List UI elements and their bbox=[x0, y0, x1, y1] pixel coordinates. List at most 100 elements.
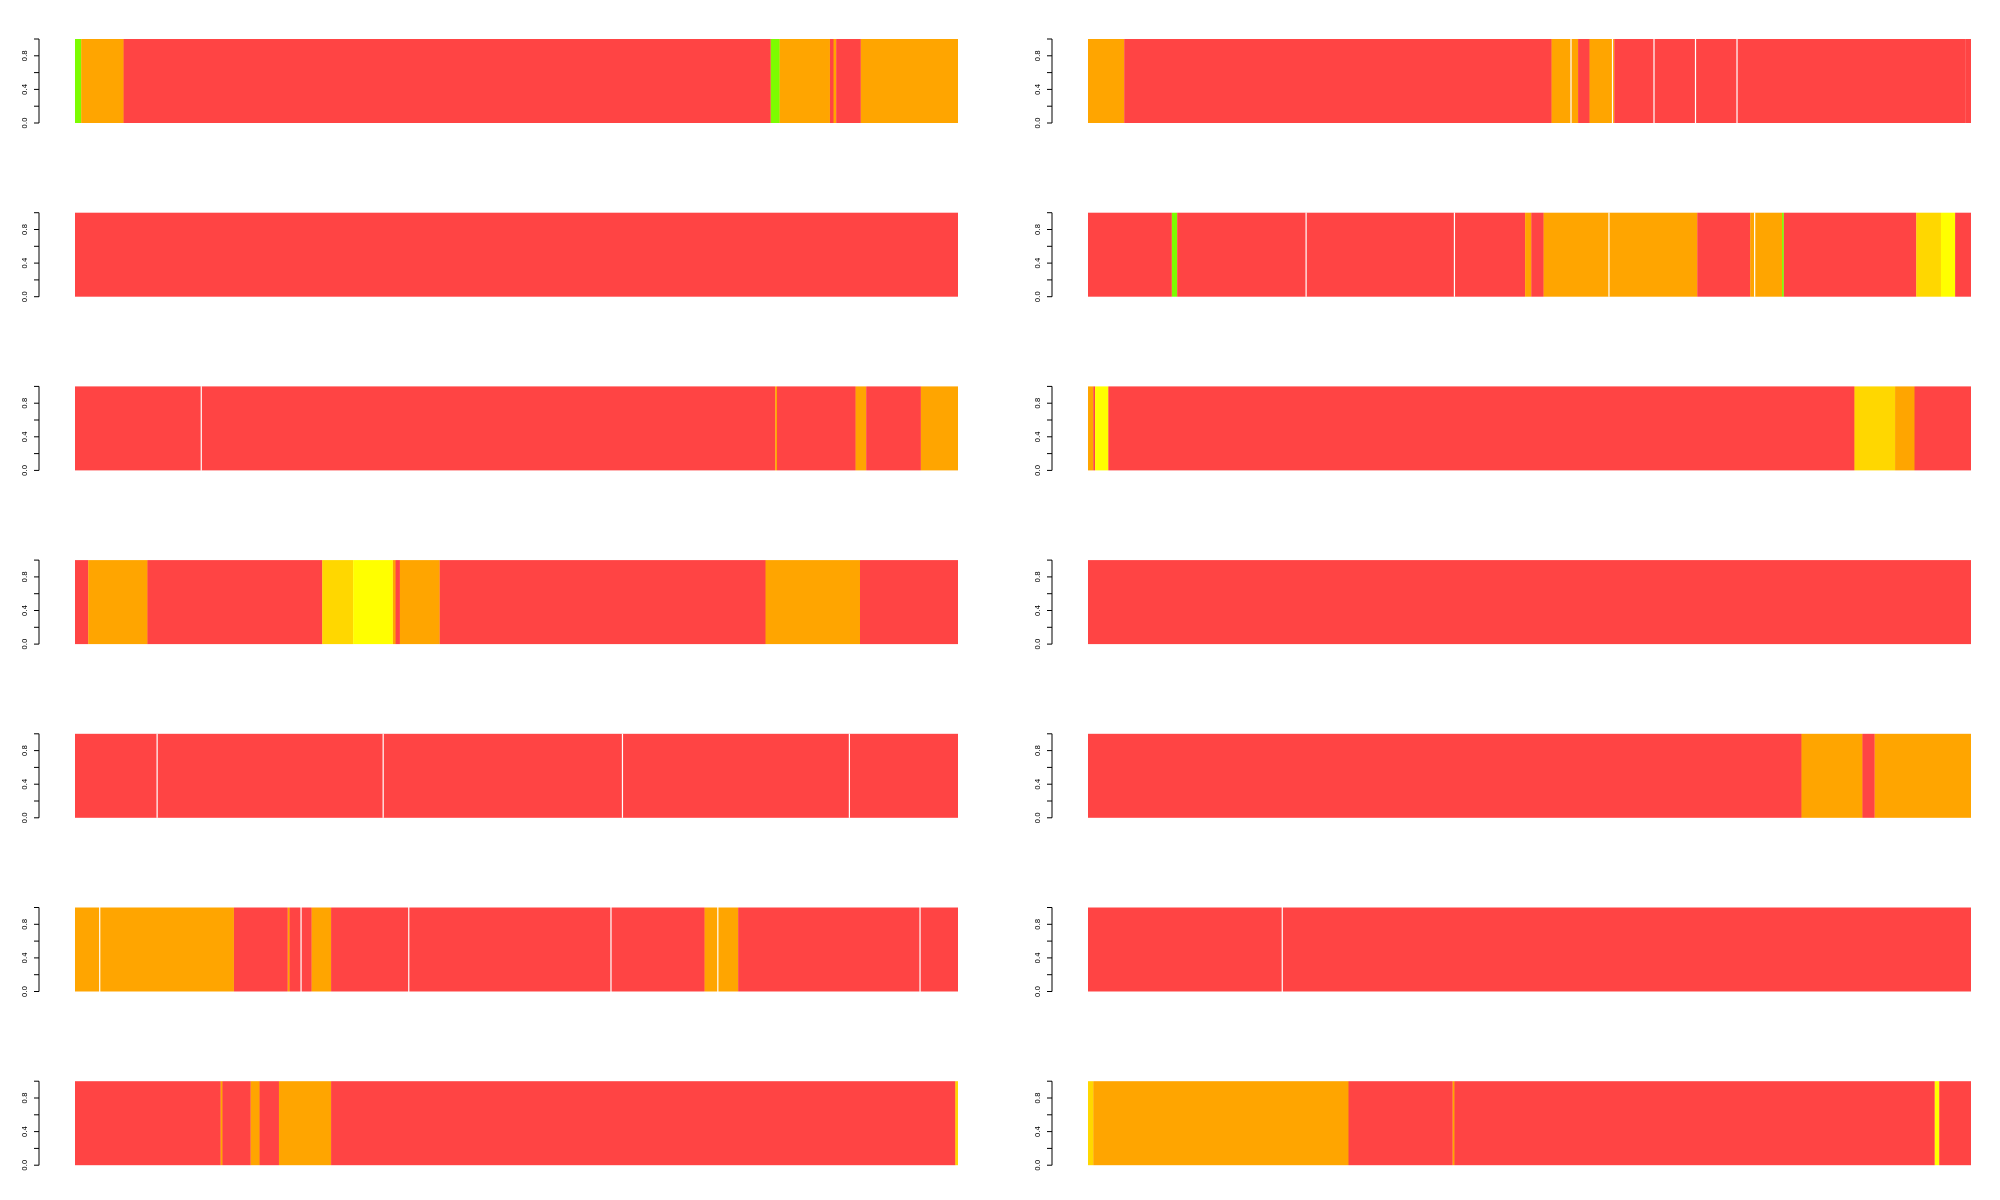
segment-1 bbox=[81, 39, 124, 123]
y-axis: 0.0 0.4 0.8 bbox=[1034, 907, 1053, 997]
segment-5 bbox=[392, 560, 396, 645]
segment-1 bbox=[1093, 1081, 1349, 1166]
segment-1 bbox=[1801, 733, 1863, 818]
segment-1 bbox=[1093, 386, 1096, 471]
segment-3 bbox=[289, 907, 302, 992]
y-tick-label: 0.0 bbox=[1034, 291, 1042, 302]
segments bbox=[75, 560, 958, 645]
y-tick-label: 0.0 bbox=[1034, 639, 1042, 650]
y-tick-label: 0.4 bbox=[1034, 431, 1042, 443]
segment-2 bbox=[1177, 212, 1526, 297]
segment-7 bbox=[1750, 212, 1783, 297]
segments bbox=[1088, 1081, 1971, 1166]
segment-2 bbox=[147, 560, 323, 645]
segment-2 bbox=[123, 39, 771, 123]
segment-3 bbox=[855, 386, 867, 471]
segment-6 bbox=[833, 39, 837, 123]
segment-5 bbox=[278, 1081, 332, 1166]
y-tick-label: 0.8 bbox=[21, 745, 29, 756]
y-tick-label: 0.4 bbox=[21, 604, 29, 616]
segment-5 bbox=[920, 386, 958, 471]
segment-6 bbox=[331, 1081, 956, 1166]
y-axis: 0.0 0.4 0.8 bbox=[1034, 733, 1053, 823]
y-tick-label: 0.8 bbox=[1034, 1092, 1042, 1103]
segment-9 bbox=[1783, 212, 1917, 297]
panel-row-3-left: 0.0 0.4 0.8 bbox=[21, 385, 958, 476]
y-tick-label: 0.0 bbox=[21, 291, 29, 302]
segment-10 bbox=[859, 560, 958, 645]
segment-0 bbox=[75, 907, 234, 992]
segment-2 bbox=[1095, 386, 1109, 471]
y-tick-label: 0.4 bbox=[1034, 83, 1042, 95]
segment-7 bbox=[836, 39, 861, 123]
segments bbox=[75, 386, 958, 471]
y-axis: 0.0 0.4 0.8 bbox=[1034, 38, 1053, 129]
y-tick-label: 0.4 bbox=[21, 1125, 29, 1137]
segment-7 bbox=[704, 907, 739, 992]
segment-0 bbox=[75, 39, 82, 123]
panel-row-7-left: 0.0 0.4 0.8 bbox=[21, 1080, 958, 1171]
segments bbox=[1088, 39, 1971, 123]
segment-8 bbox=[1782, 212, 1784, 297]
segments bbox=[1088, 733, 1971, 818]
y-axis: 0.0 0.4 0.8 bbox=[21, 212, 40, 302]
y-tick-label: 0.0 bbox=[21, 986, 29, 997]
y-axis: 0.0 0.4 0.8 bbox=[21, 1080, 40, 1171]
panel-row-1-right: 0.0 0.4 0.8 bbox=[1034, 38, 1971, 129]
segment-3 bbox=[1578, 39, 1590, 123]
y-axis: 0.0 0.4 0.8 bbox=[21, 38, 40, 129]
segment-6 bbox=[1939, 1081, 1971, 1166]
segment-9 bbox=[765, 560, 860, 645]
segment-0 bbox=[75, 560, 89, 645]
segments bbox=[75, 733, 958, 818]
y-tick-label: 0.4 bbox=[21, 431, 29, 443]
segment-8 bbox=[860, 39, 958, 123]
y-tick-label: 0.8 bbox=[21, 398, 29, 409]
panel-row-7-right: 0.0 0.4 0.8 bbox=[1034, 1080, 1971, 1171]
y-tick-label: 0.8 bbox=[21, 571, 29, 582]
y-tick-label: 0.0 bbox=[1034, 117, 1042, 128]
segment-7 bbox=[955, 1081, 958, 1166]
segment-4 bbox=[353, 560, 393, 645]
segment-2 bbox=[1862, 733, 1875, 818]
y-tick-label: 0.0 bbox=[21, 812, 29, 823]
y-tick-label: 0.4 bbox=[1034, 778, 1042, 790]
y-tick-label: 0.8 bbox=[1034, 398, 1042, 409]
segment-4 bbox=[259, 1081, 279, 1166]
segment-2 bbox=[222, 1081, 251, 1166]
segment-1 bbox=[775, 386, 777, 471]
segment-5 bbox=[829, 39, 834, 123]
y-tick-label: 0.4 bbox=[21, 778, 29, 790]
panel-row-4-left: 0.0 0.4 0.8 bbox=[21, 559, 958, 650]
panel-row-6-right: 0.0 0.4 0.8 bbox=[1034, 907, 1971, 997]
segment-3 bbox=[1525, 212, 1532, 297]
y-tick-label: 0.4 bbox=[1034, 1125, 1042, 1137]
segment-6 bbox=[331, 907, 705, 992]
segment-4 bbox=[1531, 212, 1544, 297]
segment-4 bbox=[866, 386, 921, 471]
y-tick-label: 0.4 bbox=[1034, 257, 1042, 269]
segment-3 bbox=[1452, 1081, 1455, 1166]
segment-6 bbox=[1914, 386, 1971, 471]
panel-row-3-right: 0.0 0.4 0.8 bbox=[1034, 385, 1971, 476]
segment-1 bbox=[220, 1081, 223, 1166]
segment-10 bbox=[1916, 212, 1941, 297]
panel-row-5-right: 0.0 0.4 0.8 bbox=[1034, 733, 1971, 823]
segment-1 bbox=[233, 907, 288, 992]
segments bbox=[75, 1081, 958, 1166]
y-tick-label: 0.8 bbox=[1034, 224, 1042, 235]
panel-row-4-right: 0.0 0.4 0.8 bbox=[1034, 559, 1971, 650]
y-axis: 0.0 0.4 0.8 bbox=[1034, 1080, 1053, 1171]
segment-3 bbox=[1874, 733, 1971, 818]
y-tick-label: 0.8 bbox=[1034, 919, 1042, 930]
segment-4 bbox=[1854, 386, 1896, 471]
segment-2 bbox=[776, 386, 856, 471]
segment-6 bbox=[1697, 212, 1751, 297]
y-axis: 0.0 0.4 0.8 bbox=[1034, 559, 1053, 650]
y-axis: 0.0 0.4 0.8 bbox=[1034, 212, 1053, 302]
segment-1 bbox=[88, 560, 148, 645]
segments bbox=[1088, 560, 1971, 645]
panel-row-2-left: 0.0 0.4 0.8 bbox=[21, 212, 958, 302]
y-tick-label: 0.8 bbox=[21, 919, 29, 930]
segment-5 bbox=[1895, 386, 1915, 471]
